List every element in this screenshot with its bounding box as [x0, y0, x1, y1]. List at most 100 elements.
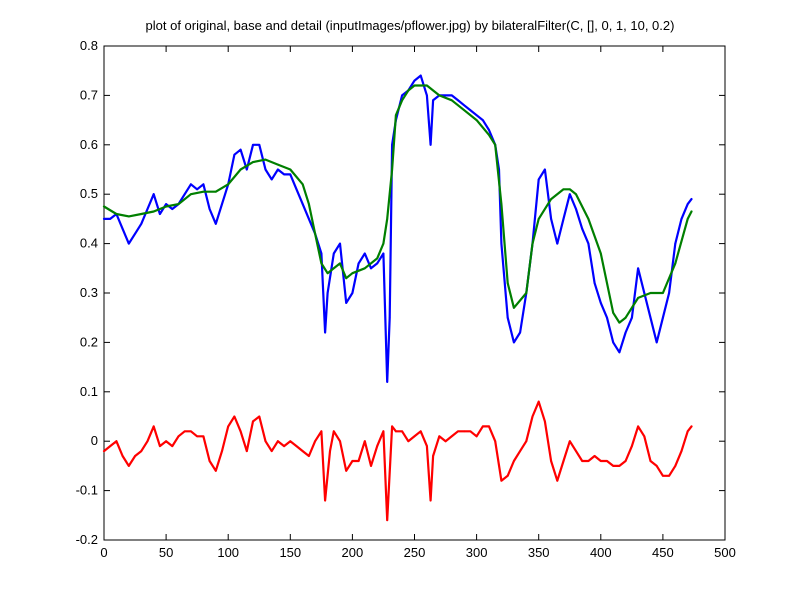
- data-point: [391, 168, 393, 171]
- data-point: [208, 208, 211, 210]
- data-point: [146, 208, 149, 210]
- data-point: [575, 208, 577, 210]
- data-point: [386, 519, 389, 522]
- data-point: [363, 440, 366, 443]
- data-point: [506, 316, 509, 319]
- data-point: [537, 400, 540, 403]
- data-point: [152, 210, 155, 213]
- data-point: [221, 450, 223, 452]
- data-point: [196, 435, 199, 438]
- data-point: [363, 267, 366, 270]
- data-point: [606, 460, 608, 462]
- data-point: [637, 297, 639, 299]
- x-tick-label: 150: [279, 545, 301, 560]
- data-point: [320, 252, 323, 255]
- data-point: [152, 425, 155, 428]
- data-point: [624, 316, 627, 319]
- data-point: [190, 193, 192, 196]
- data-point: [581, 227, 584, 230]
- data-point: [475, 119, 478, 121]
- data-point: [339, 262, 341, 265]
- data-point: [680, 450, 683, 452]
- data-point: [481, 119, 484, 121]
- data-point: [537, 218, 540, 220]
- data-point: [606, 316, 608, 319]
- data-point: [214, 222, 217, 225]
- data-point: [208, 460, 211, 462]
- data-point: [258, 415, 261, 418]
- data-point: [165, 203, 168, 206]
- data-point: [612, 341, 615, 344]
- data-point: [140, 213, 143, 215]
- x-tick-label: 250: [404, 545, 426, 560]
- data-point: [127, 465, 130, 467]
- data-point: [183, 430, 186, 433]
- data-point: [289, 168, 292, 171]
- data-point: [314, 232, 316, 235]
- y-tick-label: 0.2: [80, 334, 98, 349]
- data-point: [127, 215, 130, 218]
- data-point: [376, 262, 379, 265]
- data-point: [252, 420, 254, 423]
- data-point: [624, 460, 627, 462]
- data-point: [127, 242, 130, 245]
- data-point: [550, 460, 552, 462]
- data-point: [329, 450, 331, 452]
- data-point: [233, 415, 236, 418]
- data-point: [357, 262, 360, 265]
- axes-frame: [103, 45, 726, 541]
- data-point: [649, 292, 652, 294]
- x-tick-label: 100: [217, 545, 239, 560]
- data-point: [531, 242, 534, 245]
- data-point: [370, 267, 372, 270]
- data-point: [587, 218, 590, 220]
- data-point: [401, 94, 403, 97]
- data-point: [429, 499, 432, 502]
- data-point: [103, 205, 105, 208]
- x-tick-label: 0: [100, 545, 107, 560]
- data-point: [159, 213, 161, 215]
- data-point: [643, 292, 646, 294]
- data-point: [469, 430, 472, 433]
- data-point: [391, 425, 393, 428]
- data-point: [227, 183, 230, 186]
- data-point: [277, 168, 279, 171]
- data-point: [457, 430, 459, 433]
- data-point: [345, 277, 348, 280]
- data-point: [655, 341, 658, 344]
- data-point: [537, 178, 540, 181]
- x-tick-label: 350: [528, 545, 550, 560]
- data-point: [426, 445, 428, 447]
- data-point: [556, 479, 559, 482]
- data-point: [301, 203, 304, 206]
- data-point: [183, 193, 186, 196]
- data-point: [593, 282, 596, 284]
- data-point: [463, 104, 466, 107]
- data-point: [326, 292, 329, 294]
- data-point: [690, 425, 693, 428]
- plot-area: 0 50 100 150 200 250 300 350 400 450 500 -0.2 -0.1 0 0…: [76, 38, 736, 560]
- data-point: [463, 109, 466, 112]
- data-point: [649, 316, 652, 319]
- data-point: [438, 94, 441, 97]
- data-point: [562, 218, 565, 220]
- data-point: [386, 218, 389, 220]
- x-tick-label: 200: [342, 545, 364, 560]
- data-point: [593, 455, 596, 457]
- data-point: [134, 455, 137, 457]
- data-point: [202, 190, 205, 193]
- data-point: [351, 460, 354, 462]
- data-point: [581, 460, 584, 462]
- data-point: [674, 262, 677, 265]
- data-point: [674, 242, 677, 245]
- data-point: [357, 460, 360, 462]
- data-point: [419, 74, 422, 77]
- y-tick-label: 0.7: [80, 87, 98, 102]
- data-point: [227, 425, 230, 428]
- data-point: [413, 435, 416, 438]
- data-point: [165, 205, 168, 208]
- data-point: [432, 455, 434, 457]
- data-point: [103, 450, 105, 452]
- y-tick-label: -0.1: [76, 483, 98, 498]
- data-point: [308, 218, 310, 220]
